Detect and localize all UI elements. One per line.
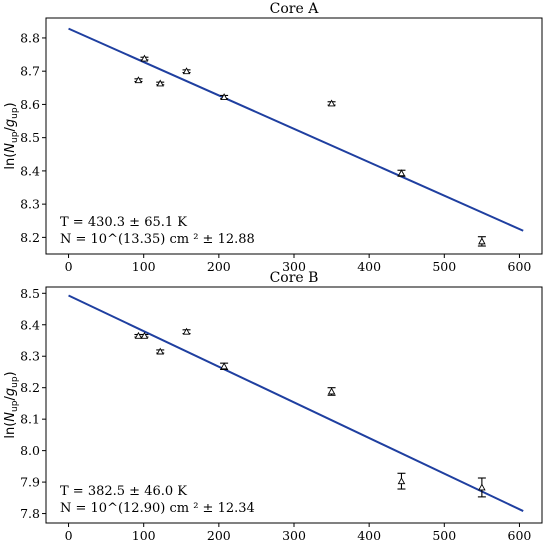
data-point-core-b-8 [477,477,486,498]
y-tick-label: 8.4 [20,317,40,332]
y-tick-label: 8.2 [20,380,40,395]
y-tick-label: 8.5 [20,286,40,301]
x-tick-label: 300 [282,528,306,543]
data-point-core-a-4 [182,67,191,75]
triangle-marker [397,169,406,177]
triangle-marker [134,331,143,339]
x-tick-label: 0 [65,259,73,274]
chart-title-core-b: Core B [270,270,319,286]
y-tick-label: 7.8 [20,506,40,521]
annotation-line-1: T = 430.3 ± 65.1 K [60,215,187,230]
triangle-marker [220,93,228,101]
data-point-core-a-3 [156,79,165,87]
x-tick-label: 400 [357,528,381,543]
data-point-core-a-6 [327,99,336,107]
triangle-marker [182,67,191,75]
x-tick-label: 500 [432,528,456,543]
triangle-marker [478,483,486,491]
data-point-core-b-3 [156,347,165,355]
x-tick-label: 300 [282,259,306,274]
triangle-marker [327,99,336,107]
data-point-core-a-7 [397,169,406,177]
data-point-core-a-1 [134,76,143,84]
data-point-core-b-6 [327,387,336,396]
data-point-core-a-2 [140,54,149,62]
y-tick-label: 8.8 [20,30,40,45]
y-tick-label: 8.1 [20,412,40,427]
y-tick-label: 8.2 [20,230,40,245]
panel-core-a: Core A 0 100 200 300 400 500 600 8.2 8.3 8.4 8.5 8.6… [3,1,543,274]
x-tick-label: 600 [508,259,532,274]
x-tick-label: 0 [65,528,73,543]
data-point-core-a-8 [477,236,486,247]
fit-line-core-b [68,294,524,512]
x-tick-label: 400 [357,259,381,274]
triangle-marker [220,362,228,370]
triangle-marker [478,237,486,245]
panel-core-b: Core B 0 100 200 300 400 500 600 7.8 7.9 8.0 8.1 8.2… [3,270,543,543]
annotation-line-2: N = 10^(12.90) cm ² ± 12.34 [60,501,255,516]
triangle-marker [156,347,164,355]
x-tick-label: 200 [207,259,231,274]
triangle-marker [140,331,149,339]
x-tick-label: 200 [207,528,231,543]
y-tick-label: 8.0 [20,443,40,458]
data-point-core-a-5 [220,93,229,101]
annotation-line-2: N = 10^(13.35) cm ² ± 12.88 [60,232,255,247]
y-axis-label: ln(Nup/gup) [3,371,20,438]
data-point-core-b-5 [220,362,229,370]
triangle-marker [327,387,336,395]
y-tick-label: 8.3 [20,197,40,212]
chart-title-core-a: Core A [270,1,320,17]
y-axis-label: ln(Nup/gup) [3,102,20,169]
data-point-core-b-4 [182,327,191,335]
fit-line-core-a [68,27,524,232]
y-tick-label: 8.6 [20,97,40,112]
triangle-marker [140,54,149,62]
triangle-marker [397,477,406,485]
x-tick-label: 600 [508,528,532,543]
triangle-marker [182,327,191,335]
y-tick-label: 8.3 [20,349,40,364]
y-tick-label: 7.9 [20,475,40,490]
y-tick-label: 8.4 [20,163,40,178]
data-point-core-b-2 [140,331,149,339]
y-tick-label: 8.7 [20,64,40,79]
y-tick-label: 8.5 [20,130,40,145]
triangle-marker [134,76,143,84]
triangle-marker [156,79,164,87]
x-tick-label: 500 [432,259,456,274]
data-point-core-b-7 [397,472,406,490]
annotation-line-1: T = 382.5 ± 46.0 K [60,484,187,499]
x-tick-label: 100 [132,528,156,543]
x-tick-label: 100 [132,259,156,274]
